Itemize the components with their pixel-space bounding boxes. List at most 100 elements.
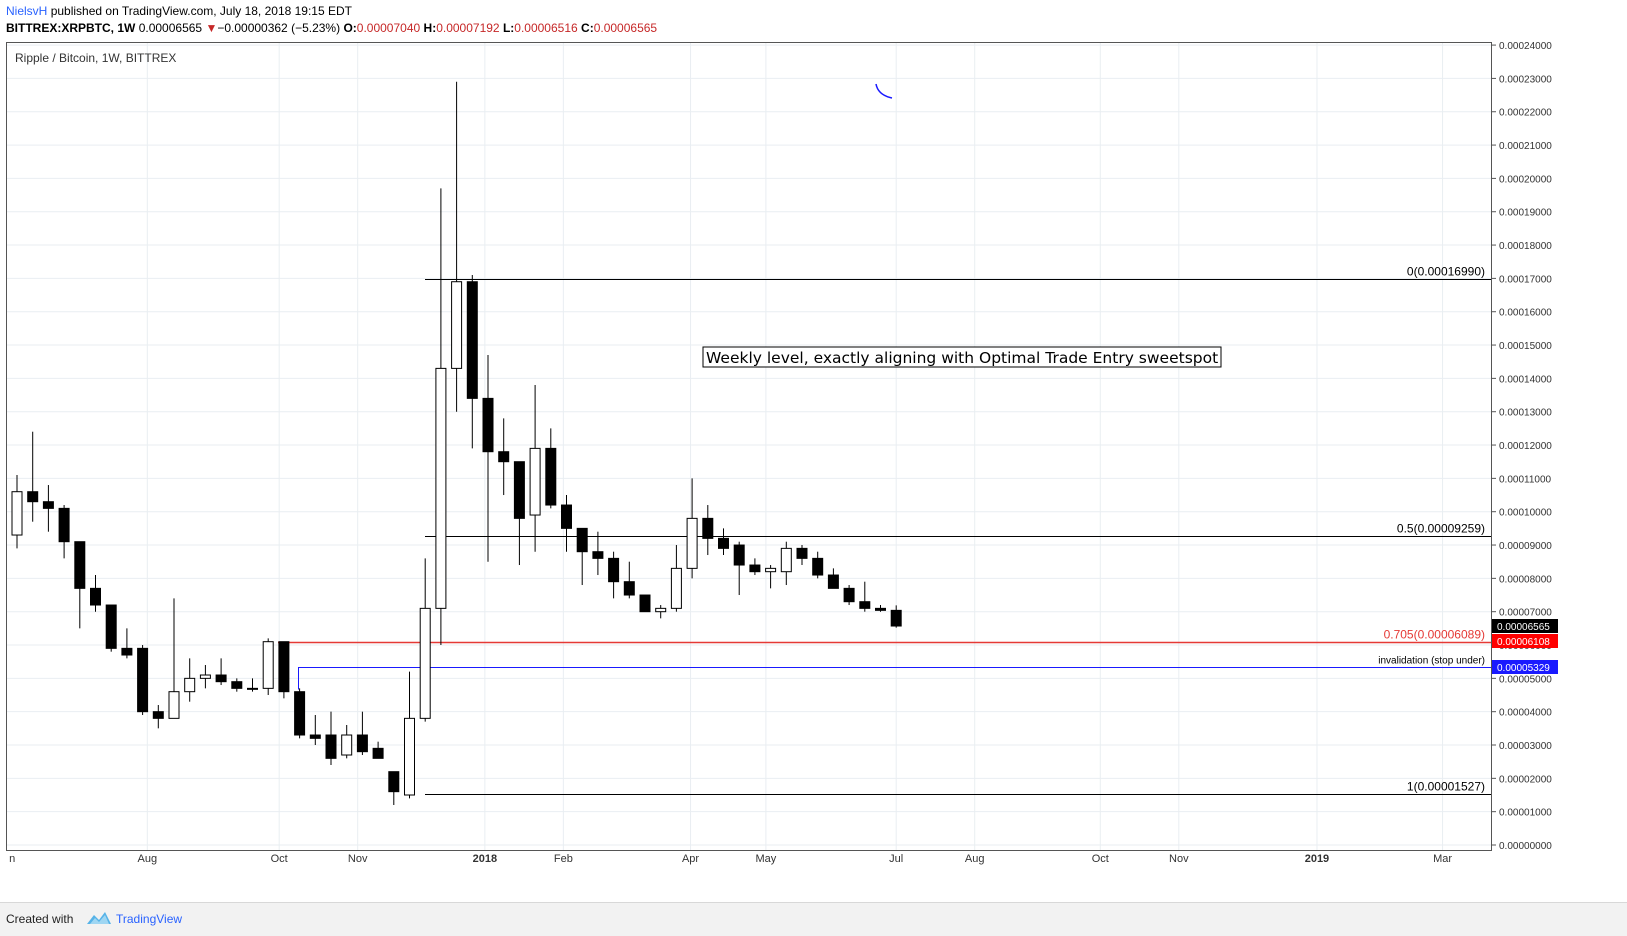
candle[interactable] xyxy=(702,505,714,556)
candle-body-down xyxy=(121,647,133,656)
candle[interactable] xyxy=(278,641,290,699)
candle[interactable] xyxy=(27,431,39,522)
candle[interactable] xyxy=(670,545,682,612)
author-link[interactable]: NielsvH xyxy=(6,4,48,18)
candle[interactable] xyxy=(875,605,886,612)
candle[interactable] xyxy=(262,638,274,696)
candle[interactable] xyxy=(215,658,227,686)
down-arrow-icon: ▼ xyxy=(205,21,218,35)
candle[interactable] xyxy=(294,688,306,739)
candle[interactable] xyxy=(843,585,855,606)
price-tick-label: 0.00022000 xyxy=(1499,108,1552,119)
candle[interactable] xyxy=(451,81,463,412)
candle[interactable] xyxy=(608,551,620,599)
candle-body-down xyxy=(105,604,117,649)
candle[interactable] xyxy=(137,645,149,716)
candle-body-down xyxy=(718,537,729,549)
candle-body-down xyxy=(702,517,714,539)
candle[interactable] xyxy=(168,598,180,719)
candle[interactable] xyxy=(780,541,792,586)
candle-body-down xyxy=(356,734,368,753)
price-tick-label: 0.00024000 xyxy=(1499,41,1552,52)
candle[interactable] xyxy=(404,671,415,799)
candle[interactable] xyxy=(592,531,604,576)
candle[interactable] xyxy=(325,711,337,766)
time-tick-label: Aug xyxy=(138,853,158,865)
candle[interactable] xyxy=(812,551,824,579)
candle-body-up xyxy=(247,687,258,690)
annotation-box[interactable]: Weekly level, exactly aligning with Opti… xyxy=(702,346,1222,368)
candle[interactable] xyxy=(890,605,902,628)
candle-body-down xyxy=(278,641,290,693)
time-axis: n Aug Oct Nov 2018 Feb Apr May Jul Aug Oct Nov 2019 M… xyxy=(9,853,1452,865)
price-tick-label: 0.00019000 xyxy=(1499,208,1552,219)
candle-body-up xyxy=(404,717,415,796)
candle[interactable] xyxy=(827,568,839,589)
candle[interactable] xyxy=(482,355,494,562)
candle[interactable] xyxy=(623,561,635,599)
time-tick-label: Jul xyxy=(889,853,903,865)
price-tick-label: 0.00000000 xyxy=(1499,841,1552,852)
candle-body-down xyxy=(325,734,337,759)
candle[interactable] xyxy=(121,628,133,659)
candle-body-down xyxy=(42,501,54,509)
annotation-text: Weekly level, exactly aligning with Opti… xyxy=(706,349,1218,367)
price-badge: 0.00006108 xyxy=(1492,634,1558,648)
candle[interactable] xyxy=(356,711,368,756)
tradingview-link[interactable]: TradingView xyxy=(116,912,183,926)
candle[interactable] xyxy=(11,475,23,549)
candle[interactable] xyxy=(372,741,384,759)
candle[interactable] xyxy=(513,461,525,566)
candle-body-down xyxy=(843,587,855,603)
time-tick-label: May xyxy=(755,853,776,865)
candle[interactable] xyxy=(74,541,86,629)
candle[interactable] xyxy=(765,565,777,589)
candle[interactable] xyxy=(247,678,258,692)
candle[interactable] xyxy=(733,541,745,596)
price-tick-label: 0.00016000 xyxy=(1499,308,1552,319)
price-badge-text: 0.00005329 xyxy=(1497,663,1550,674)
candle[interactable] xyxy=(576,527,588,586)
candle-body-up xyxy=(451,281,463,369)
candle[interactable] xyxy=(561,495,572,552)
time-tick-label: Oct xyxy=(1092,853,1109,865)
candle[interactable] xyxy=(545,428,557,509)
candle[interactable] xyxy=(231,678,243,692)
footer-bar: Created with TradingView xyxy=(0,902,1627,936)
candle-body-down xyxy=(309,734,321,739)
candle[interactable] xyxy=(309,715,321,746)
candle[interactable] xyxy=(718,528,729,556)
candle[interactable] xyxy=(419,558,431,722)
candle[interactable] xyxy=(529,385,541,552)
candle[interactable] xyxy=(58,505,70,559)
candle[interactable] xyxy=(341,725,353,759)
time-tick-label: Feb xyxy=(554,853,573,865)
candle[interactable] xyxy=(498,418,510,496)
candle-body-down xyxy=(733,544,745,566)
candle[interactable] xyxy=(859,581,871,612)
candle[interactable] xyxy=(105,604,117,652)
price-tick-label: 0.00020000 xyxy=(1499,174,1552,185)
candle[interactable] xyxy=(42,485,54,532)
candle-body-down xyxy=(215,674,227,683)
candle[interactable] xyxy=(90,575,101,612)
candle[interactable] xyxy=(199,665,211,689)
close-label: C: xyxy=(581,21,594,35)
price-tick-label: 0.00014000 xyxy=(1499,374,1552,385)
candle-body-down xyxy=(27,491,39,503)
candle[interactable] xyxy=(152,705,164,729)
fib-label: 1(0.00001527) xyxy=(1407,780,1485,794)
candle-body-up xyxy=(655,607,667,613)
candle[interactable] xyxy=(184,658,196,702)
candle[interactable] xyxy=(686,478,698,579)
candle[interactable] xyxy=(435,188,447,646)
candle[interactable] xyxy=(655,605,667,619)
tradingview-logo-icon xyxy=(87,912,111,924)
candle[interactable] xyxy=(388,771,400,806)
candle[interactable] xyxy=(749,558,761,576)
candle[interactable] xyxy=(466,275,478,449)
candle-body-up xyxy=(11,491,23,536)
candle[interactable] xyxy=(639,594,651,613)
candle[interactable] xyxy=(796,545,808,566)
